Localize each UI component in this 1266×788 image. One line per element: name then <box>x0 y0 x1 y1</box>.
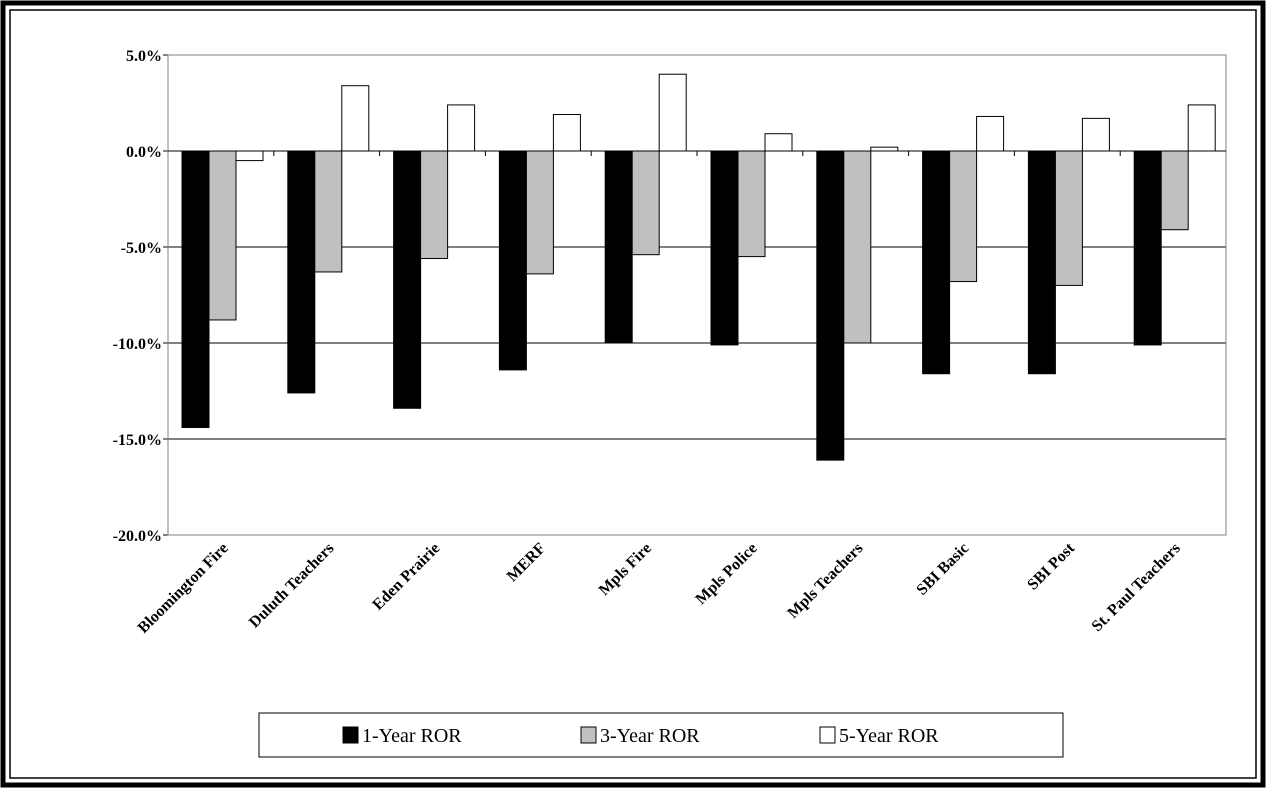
bar-1-9 <box>1133 150 1162 346</box>
bar-3-5 <box>764 133 793 152</box>
bar-3-9 <box>1187 104 1216 152</box>
bar-2-7 <box>949 150 978 283</box>
y-tick-label: 0.0% <box>126 144 162 161</box>
legend-label-1: 1-Year ROR <box>362 725 462 747</box>
bar-2-8 <box>1054 150 1083 286</box>
bar-1-0 <box>181 150 210 428</box>
inner-border <box>9 9 1257 779</box>
category-label: MERF <box>504 540 549 585</box>
bar-1-8 <box>1027 150 1056 375</box>
bar-1-5 <box>710 150 739 346</box>
bar-3-1 <box>341 85 370 152</box>
bars <box>181 73 1216 461</box>
bar-3-4 <box>658 73 687 152</box>
y-tick-label: -5.0% <box>121 240 162 257</box>
category-label: Mpls Teachers <box>784 540 866 622</box>
y-tick-label: -15.0% <box>113 432 162 449</box>
bar-3-8 <box>1081 117 1110 152</box>
bar-2-2 <box>420 150 449 260</box>
y-tick-label: -20.0% <box>113 528 162 545</box>
bar-2-0 <box>208 150 237 321</box>
category-label: Duluth Teachers <box>246 540 338 632</box>
legend-swatch-2 <box>580 726 597 744</box>
bar-1-3 <box>498 150 527 371</box>
legend: 1-Year ROR 3-Year ROR 5-Year ROR <box>258 712 1064 758</box>
bar-2-6 <box>843 150 872 344</box>
gridlines <box>168 54 1226 536</box>
category-label: St. Paul Teachers <box>1089 540 1184 635</box>
category-label: SBI Post <box>1024 539 1078 593</box>
bar-3-3 <box>552 114 581 152</box>
bar-1-2 <box>393 150 422 409</box>
bar-2-3 <box>525 150 554 275</box>
category-label: Mpls Police <box>692 540 760 608</box>
legend-label-2: 3-Year ROR <box>600 725 700 747</box>
bar-1-4 <box>604 150 633 344</box>
bar-3-0 <box>235 150 264 162</box>
category-label: Mpls Fire <box>596 540 655 599</box>
bar-1-6 <box>816 150 845 461</box>
plot-area-border <box>167 54 1227 536</box>
bar-1-1 <box>287 150 316 394</box>
bar-3-7 <box>976 115 1005 152</box>
bar-2-4 <box>631 150 660 256</box>
bar-1-7 <box>922 150 951 375</box>
y-tick-label: -10.0% <box>113 336 162 353</box>
y-tick-label: 5.0% <box>126 48 162 65</box>
category-label: SBI Basic <box>913 540 972 599</box>
legend-label-3: 5-Year ROR <box>839 725 939 747</box>
category-label: Eden Prairie <box>369 540 443 614</box>
bar-3-2 <box>447 104 476 152</box>
legend-swatch-3 <box>819 726 836 744</box>
bar-2-9 <box>1160 150 1189 231</box>
legend-box <box>258 712 1064 758</box>
legend-swatch-1 <box>342 726 359 744</box>
bar-2-5 <box>737 150 766 258</box>
category-label: Bloomington Fire <box>135 540 232 637</box>
y-axis-ticks: 5.0% 0.0% -5.0% -10.0% -15.0% -20.0% <box>113 48 168 545</box>
bar-2-1 <box>314 150 343 273</box>
bar-3-6 <box>870 146 899 152</box>
